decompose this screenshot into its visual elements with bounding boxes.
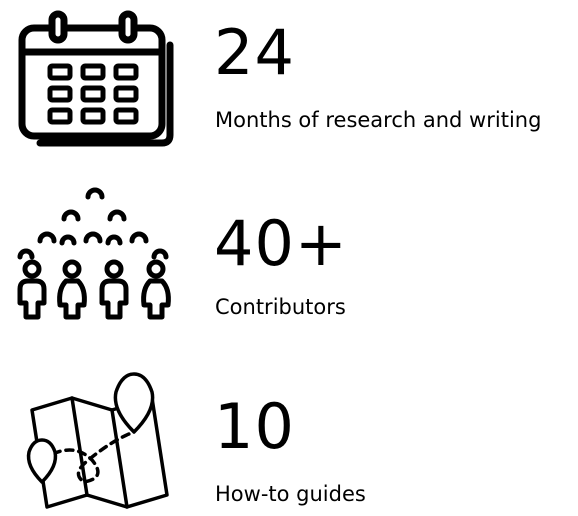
stat-number: 24 [214, 16, 295, 89]
stat-contributors: 40+ Contributors [0, 175, 578, 345]
stat-months: 24 Months of research and writing [0, 0, 578, 160]
stat-label: Contributors [215, 295, 346, 319]
stat-number: 10 [214, 390, 295, 463]
map-pin-icon [12, 370, 172, 510]
stat-label: Months of research and writing [215, 108, 542, 132]
stat-guides: 10 How-to guides [0, 360, 578, 516]
calendar-icon [10, 10, 180, 150]
people-group-icon [10, 185, 185, 335]
stat-label: How-to guides [215, 482, 366, 506]
stat-number: 40+ [214, 207, 348, 280]
